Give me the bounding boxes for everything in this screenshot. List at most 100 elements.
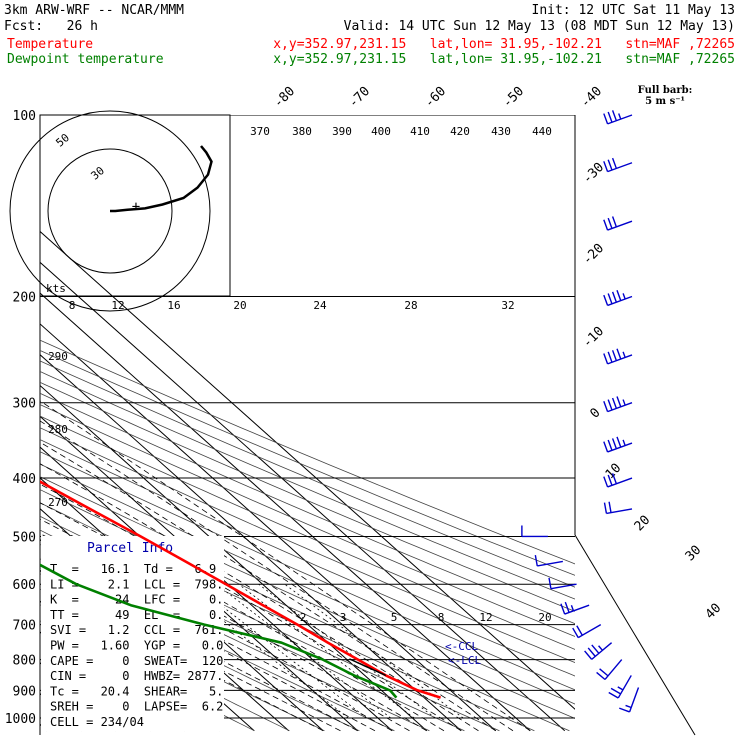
temperature-legend: Temperature [7, 37, 93, 52]
dewpoint-location: x,y=352.97,231.15 lat,lon= 31.95,-102.21… [273, 52, 735, 67]
wind-barb [596, 659, 623, 681]
dry-adiabat-line [40, 573, 360, 732]
temperature-line [40, 480, 441, 699]
mixing-ratio-label: 20 [538, 611, 551, 624]
barb-key-label: Full barb: [638, 85, 693, 96]
isotherm-line [40, 261, 566, 732]
dry-adiabat-line [40, 360, 575, 588]
isotherm-line [40, 230, 575, 710]
wind-barb [603, 348, 633, 365]
mixing-ratio-label: 8 [438, 611, 445, 624]
wind-barb [603, 216, 633, 231]
dry-adiabat-line [40, 415, 575, 650]
mixing-ratio-line [284, 583, 464, 719]
barb-key-units: 5 m s⁻¹ [645, 96, 685, 107]
wind-barb [521, 525, 548, 538]
hodograph-trace [110, 145, 213, 213]
dry-adiabat-line [40, 339, 575, 565]
dewpoint-line [40, 563, 398, 699]
wind-barb [603, 473, 633, 488]
isotherm-label: -80 [271, 84, 298, 111]
hodograph-units-label: kts [46, 282, 66, 295]
parcel-info-row: CIN = 0 HWBZ= 2877. [50, 669, 223, 683]
speed-tick-label: 32 [501, 299, 514, 312]
theta-e-label: 410 [410, 125, 430, 138]
hodograph-ring [47, 148, 173, 274]
parcel-info-panel: Parcel Info T = 16.1 Td = 6.9LI = 2.1 LCL… [41, 536, 224, 731]
moist-adiabat-line [40, 576, 341, 732]
wind-barb [619, 687, 640, 713]
storm-motion-marker: + [132, 199, 140, 215]
isotherm-label: -60 [422, 84, 449, 111]
isotherm-label: -70 [346, 84, 373, 111]
moist-adiabat-line [40, 483, 462, 732]
wind-barb [603, 501, 633, 515]
isotherm-line [40, 384, 428, 732]
parcel-info-title: Parcel Info [87, 541, 173, 556]
dry-adiabat-line [40, 381, 575, 612]
wind-barb [608, 675, 632, 699]
moist-adiabat-line [40, 567, 358, 732]
parcel-info-background [41, 536, 224, 731]
parcel-info-row: CELL = 234/04 [50, 715, 144, 729]
wind-barb [603, 290, 633, 307]
isotherm-line [0, 87, 13, 730]
mixing-ratio-label: 5 [391, 611, 398, 624]
dry-adiabat-line [40, 476, 575, 719]
dry-adiabat-line [40, 350, 575, 576]
isotherm-label: -40 [578, 84, 605, 111]
pressure-tick-label: 300 [13, 397, 36, 412]
theta-e-label: 420 [450, 125, 470, 138]
wind-barb [560, 601, 590, 615]
theta-e-label: 390 [332, 125, 352, 138]
isotherm-label: 30 [683, 543, 705, 565]
parcel-path [349, 658, 387, 677]
isotherm-line [40, 446, 359, 732]
theta-e-label: 380 [292, 125, 312, 138]
moist-adiabat-line [40, 441, 496, 732]
isotherm-line [40, 292, 531, 732]
valid-time: Valid: 14 UTC Sun 12 May 13 (08 MDT Sun … [344, 19, 735, 34]
mixing-ratio-label: 2 [300, 611, 307, 624]
speed-tick-label: 24 [313, 299, 327, 312]
dewpoint-legend: Dewpoint temperature [7, 52, 164, 67]
dry-adiabat-line [40, 404, 575, 637]
isotherm-label: -10 [580, 324, 607, 351]
isotherm-label: 10 [603, 461, 625, 483]
dry-adiabat-line [40, 588, 325, 732]
parcel-info-row: SVI = 1.2 CCL = 761. [50, 623, 223, 637]
hodograph-ring [9, 110, 211, 312]
parcel-info-row: K = 24 LFC = 0. [50, 593, 223, 607]
forecast-hour: Fcst: 26 h [4, 19, 98, 34]
parcel-info-row: Tc = 20.4 SHEAR= 5. [50, 684, 223, 698]
dry-adiabat-line [40, 463, 575, 705]
parcel-info-row: T = 16.1 Td = 6.9 [50, 562, 216, 576]
profiles [40, 480, 441, 699]
parcel-info-row: TT = 49 EL = 0. [50, 608, 223, 622]
theta-e-label: 440 [532, 125, 552, 138]
moist-adiabat-line [40, 586, 324, 732]
mixing-ratio-label: 3 [340, 611, 347, 624]
hodograph-ring-label: 50 [53, 131, 72, 149]
isotherm-line [40, 415, 393, 732]
theta-e-label: 370 [250, 125, 270, 138]
moist-adiabat-line [40, 463, 479, 732]
dry-adiabat-line [40, 451, 575, 691]
isotherm-label: -20 [580, 241, 607, 268]
theta-label: 290 [48, 350, 68, 363]
model-title: 3km ARW-WRF -- NCAR/MMM [4, 3, 184, 18]
theta-e-label: 430 [491, 125, 511, 138]
pressure-tick-label: 400 [13, 472, 36, 487]
parcel-info-row: PW = 1.60 YGP = 0.0 [50, 639, 223, 653]
isotherm-line [40, 323, 497, 732]
parcel-info-row: SREH = 0 LAPSE= 6.2 [50, 700, 223, 714]
isotherm-label: 0 [587, 405, 603, 421]
hodograph-ring-label: 30 [88, 164, 107, 182]
dry-adiabat-line [40, 427, 575, 663]
moist-adiabat-line [40, 518, 427, 732]
dry-adiabat-line [40, 371, 575, 600]
init-time: Init: 12 UTC Sat 11 May 13 [532, 3, 736, 18]
theta-label: 270 [48, 496, 68, 509]
moist-adiabat-line [40, 420, 514, 732]
